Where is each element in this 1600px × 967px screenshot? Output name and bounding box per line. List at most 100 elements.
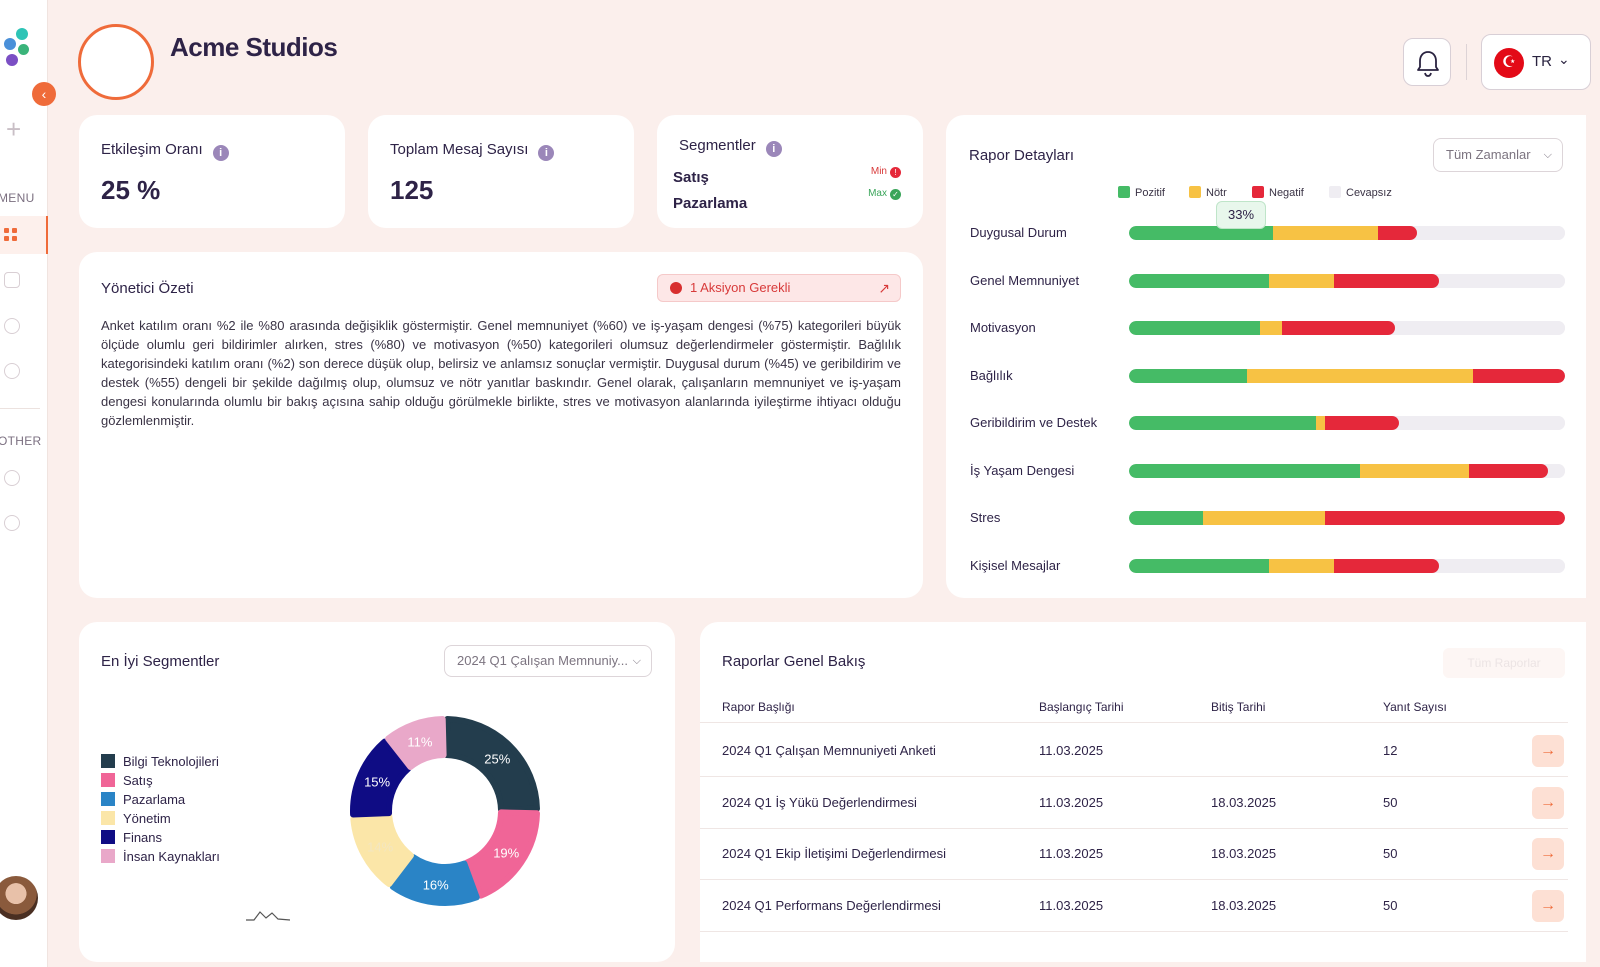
bar-segment-negatif[interactable] xyxy=(1325,416,1400,430)
open-report-arrow-icon[interactable]: → xyxy=(1532,889,1564,922)
analytics-icon[interactable] xyxy=(4,363,20,379)
column-header-count[interactable]: Yanıt Sayısı xyxy=(1383,700,1447,714)
bar-segment-nötr[interactable] xyxy=(1360,463,1470,478)
bar-segment-nötr[interactable] xyxy=(1268,558,1334,573)
bar-segment-cevapsız[interactable] xyxy=(1399,416,1565,430)
info-icon[interactable]: i xyxy=(765,141,782,157)
turkey-flag-icon: ☪ xyxy=(1494,48,1524,78)
bar-segment-negatif[interactable] xyxy=(1469,463,1548,478)
bar-segment-pozitif[interactable] xyxy=(1129,558,1269,573)
bar-segment-nötr[interactable] xyxy=(1259,321,1282,335)
segments-title: Segmentler i xyxy=(679,137,782,157)
column-header-title[interactable]: Rapor Başlığı xyxy=(722,700,795,714)
language-selector[interactable]: ☪ TR ⌄ xyxy=(1481,34,1591,90)
donut-slice-label: 15% xyxy=(364,775,390,790)
bar-segment-negatif[interactable] xyxy=(1333,558,1439,573)
bar-segment-pozitif[interactable] xyxy=(1129,511,1204,525)
donut-slice[interactable] xyxy=(443,716,540,813)
all-reports-button[interactable]: Tüm Raporlar xyxy=(1443,648,1565,678)
app-logo[interactable] xyxy=(4,28,32,74)
bar-segment-nötr[interactable] xyxy=(1268,273,1334,288)
report-title-cell[interactable]: 2024 Q1 Performans Değerlendirmesi xyxy=(722,897,941,913)
donut-slice[interactable] xyxy=(385,716,447,770)
open-report-arrow-icon[interactable]: → xyxy=(1532,786,1564,819)
message-alert-icon xyxy=(670,282,682,294)
bar-segment-negatif[interactable] xyxy=(1325,511,1565,525)
report-title-cell[interactable]: 2024 Q1 İş Yükü Değerlendirmesi xyxy=(722,794,917,810)
bar-track[interactable] xyxy=(1129,416,1565,430)
bar-track[interactable] xyxy=(1129,226,1565,240)
sidebar-divider xyxy=(0,408,40,409)
user-avatar[interactable] xyxy=(0,876,38,920)
bar-track[interactable] xyxy=(1129,368,1565,383)
notifications-button[interactable] xyxy=(1403,38,1451,86)
time-filter-dropdown[interactable]: Tüm Zamanlar ⌵ xyxy=(1433,138,1563,172)
bar-track[interactable] xyxy=(1129,558,1565,573)
chart-tooltip: 33% xyxy=(1216,201,1266,229)
bar-track[interactable] xyxy=(1129,463,1565,478)
support-icon[interactable] xyxy=(4,515,20,531)
bar-segment-negatif[interactable] xyxy=(1473,368,1565,383)
donut-slice[interactable] xyxy=(350,812,414,888)
bar-segment-nötr[interactable] xyxy=(1272,226,1378,240)
reports-overview-card: Raporlar Genel Bakış xyxy=(700,622,1586,962)
bar-segment-pozitif[interactable] xyxy=(1129,416,1317,430)
bar-segment-nötr[interactable] xyxy=(1316,416,1326,430)
donut-slice-label: 14% xyxy=(367,840,393,855)
open-report-arrow-icon[interactable]: → xyxy=(1532,838,1564,870)
bar-segment-cevapsız[interactable] xyxy=(1547,463,1565,478)
collapse-sidebar-button[interactable]: ‹ xyxy=(32,82,56,106)
sparkline-icon xyxy=(246,911,291,921)
response-count-cell: 12 xyxy=(1383,743,1398,758)
bar-track[interactable] xyxy=(1129,321,1565,335)
settings-icon[interactable] xyxy=(4,470,20,486)
bar-segment-pozitif[interactable] xyxy=(1129,368,1247,383)
bar-track[interactable] xyxy=(1129,273,1565,288)
report-details-title: Rapor Detayları xyxy=(969,147,1075,164)
bar-segment-nötr[interactable] xyxy=(1246,368,1474,383)
donut-slice[interactable] xyxy=(389,854,480,906)
donut-slice[interactable] xyxy=(463,809,540,899)
bar-label: Duygusal Durum xyxy=(970,225,1067,240)
column-header-start[interactable]: Başlangıç Tarihi xyxy=(1039,700,1124,714)
legend-no-answer: Cevapsız xyxy=(1329,186,1392,199)
open-report-arrow-icon[interactable]: → xyxy=(1532,735,1564,767)
report-title-cell[interactable]: 2024 Q1 Ekip İletişimi Değerlendirmesi xyxy=(722,846,946,861)
action-required-button[interactable]: 1 Aksiyon Gerekli ↗ xyxy=(657,274,901,302)
survey-filter-dropdown[interactable]: 2024 Q1 Çalışan Memnuniy... ⌵ xyxy=(444,645,652,677)
info-icon[interactable]: i xyxy=(212,145,229,161)
report-title-cell[interactable]: 2024 Q1 Çalışan Memnuniyeti Anketi xyxy=(722,743,936,758)
segment-legend-item: Finans xyxy=(101,830,162,845)
segment-legend-item: Yönetim xyxy=(101,811,171,826)
donut-slice[interactable] xyxy=(350,738,412,818)
bar-segment-cevapsız[interactable] xyxy=(1394,321,1565,335)
bar-label: Stres xyxy=(970,510,1001,525)
external-arrow-icon: ↗ xyxy=(878,280,890,296)
max-segment: Pazarlama xyxy=(673,195,748,212)
bar-segment-negatif[interactable] xyxy=(1333,273,1439,288)
column-header-end[interactable]: Bitiş Tarihi xyxy=(1211,700,1266,714)
bar-track[interactable] xyxy=(1129,511,1565,525)
segment-legend-item: Satış xyxy=(101,773,153,788)
bar-segment-pozitif[interactable] xyxy=(1129,463,1361,478)
bar-segment-nötr[interactable] xyxy=(1203,511,1326,525)
info-icon[interactable]: i xyxy=(538,145,555,161)
bar-segment-negatif[interactable] xyxy=(1281,321,1395,335)
add-icon[interactable]: + xyxy=(6,114,22,144)
dashboard-icon xyxy=(4,228,18,242)
users-icon[interactable] xyxy=(4,318,20,334)
donut-slice-label: 16% xyxy=(423,877,449,892)
bar-label: Bağlılık xyxy=(970,367,1013,383)
segment-legend-item: Pazarlama xyxy=(101,792,185,807)
bar-label: Geribildirim ve Destek xyxy=(970,415,1098,430)
bar-segment-pozitif[interactable] xyxy=(1129,273,1269,288)
bar-segment-cevapsız[interactable] xyxy=(1416,226,1565,240)
bar-segment-pozitif[interactable] xyxy=(1129,321,1260,335)
sidebar-item-dashboard[interactable] xyxy=(0,216,48,254)
chevron-down-icon: ⌵ xyxy=(1543,149,1552,161)
bar-segment-cevapsız[interactable] xyxy=(1438,273,1565,288)
reports-icon[interactable] xyxy=(4,272,20,288)
bar-segment-cevapsız[interactable] xyxy=(1438,558,1565,573)
bar-segment-negatif[interactable] xyxy=(1377,226,1417,240)
bar-segment-pozitif[interactable] xyxy=(1129,226,1273,240)
